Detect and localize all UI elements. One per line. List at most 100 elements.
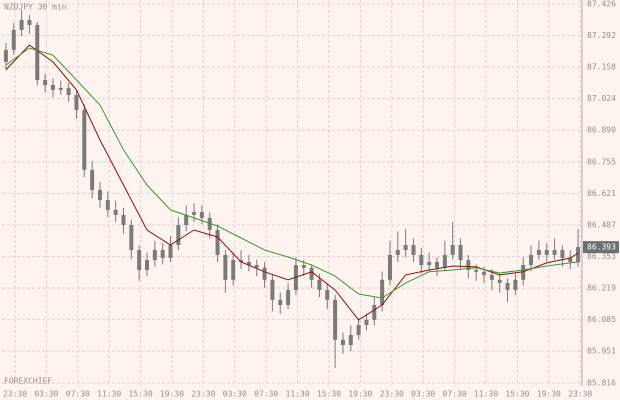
- candle-body: [568, 257, 573, 262]
- candle-body: [97, 189, 102, 201]
- candle-body: [66, 88, 71, 96]
- y-tick-label: 85.951: [587, 347, 616, 356]
- candle-body: [348, 334, 353, 346]
- candle-body: [372, 305, 377, 320]
- candle-body: [442, 254, 447, 268]
- candle-body: [223, 254, 228, 280]
- chart-title: NZDJPY 30 min: [4, 3, 67, 12]
- candle-body: [192, 212, 197, 215]
- y-tick-label: 86.755: [587, 157, 616, 166]
- labels: 87.426 87.292 87.158 87.024 86.890 86.755 86.6…: [3, 0, 619, 399]
- candle-body: [544, 249, 549, 255]
- candle-body: [466, 260, 471, 270]
- candle-body: [145, 260, 149, 270]
- candle-body: [278, 299, 283, 306]
- candle-body: [152, 249, 157, 261]
- last-price-label: 86.393: [587, 243, 616, 252]
- candle-body: [50, 84, 55, 90]
- x-tick-label: 23:30: [3, 390, 27, 399]
- y-tick-label: 86.487: [587, 221, 616, 230]
- candle-body: [199, 212, 204, 218]
- candle-body: [317, 279, 322, 290]
- x-tick-label: 15:30: [317, 390, 341, 399]
- candle-body: [380, 279, 385, 306]
- candle-body: [11, 29, 16, 50]
- candle-body: [552, 249, 557, 255]
- candle-body: [489, 274, 494, 280]
- x-tick-label: 23:30: [380, 390, 404, 399]
- x-tick-label: 07:30: [66, 390, 90, 399]
- moving-average-line: [5, 47, 579, 299]
- candle-body: [505, 282, 510, 290]
- x-tick-label: 15:30: [505, 390, 529, 399]
- candle-body: [364, 319, 369, 326]
- candle-body: [105, 200, 110, 210]
- candle-body: [215, 229, 220, 255]
- candle-body: [207, 217, 212, 230]
- x-tick-label: 07:30: [443, 390, 467, 399]
- y-tick-label: 87.292: [587, 31, 616, 40]
- candle-body: [458, 245, 463, 261]
- y-tick-label: 87.158: [587, 63, 616, 72]
- x-tick-label: 11:30: [97, 390, 121, 399]
- candle-body: [262, 267, 267, 280]
- candle-body: [58, 88, 63, 90]
- candle-body: [129, 225, 134, 250]
- candle-body: [325, 289, 330, 300]
- y-tick-label: 86.085: [587, 315, 616, 324]
- candle-body: [497, 279, 502, 283]
- candle-body: [521, 265, 526, 280]
- y-tick-label: 87.426: [587, 0, 616, 9]
- candle-body: [474, 269, 479, 272]
- last-price-box: [583, 241, 619, 254]
- x-tick-label: 19:30: [160, 390, 184, 399]
- candle-body: [395, 249, 400, 255]
- x-tick-label: 03:30: [411, 390, 435, 399]
- x-tick-label: 19:30: [537, 390, 561, 399]
- candle-body: [427, 261, 432, 266]
- candle-body: [113, 209, 118, 215]
- candle-body: [137, 249, 142, 270]
- candle-body: [184, 214, 189, 226]
- candle-body: [254, 265, 259, 268]
- candle-body: [529, 254, 534, 266]
- candle-body: [340, 339, 345, 346]
- y-tick-label: 86.890: [587, 126, 616, 135]
- x-tick-label: 03:30: [223, 390, 247, 399]
- y-tick-label: 86.353: [587, 252, 616, 261]
- candle-body: [419, 254, 424, 266]
- candle-body: [435, 261, 439, 268]
- x-tick-label: 19:30: [348, 390, 372, 399]
- y-tick-label: 85.816: [587, 378, 616, 387]
- candle-body: [576, 247, 581, 262]
- candle-body: [301, 265, 306, 268]
- candle-body: [35, 24, 40, 81]
- candle-body: [3, 49, 8, 62]
- candle-body: [286, 289, 291, 306]
- candle-body: [309, 267, 314, 280]
- candle-body: [82, 109, 87, 170]
- x-tick-label: 15:30: [129, 390, 153, 399]
- candle-body: [536, 249, 541, 255]
- x-tick-label: 11:30: [286, 390, 310, 399]
- x-tick-label: 11:30: [474, 390, 498, 399]
- y-tick-label: 86.219: [587, 284, 616, 293]
- moving-average-line: [5, 44, 579, 321]
- candle-body: [19, 20, 24, 30]
- candle-body: [176, 225, 181, 246]
- candle-body: [43, 80, 48, 85]
- y-tick-label: 87.024: [587, 94, 616, 103]
- candle-body: [411, 245, 416, 255]
- candle-body: [403, 245, 408, 250]
- candle-body: [560, 249, 565, 258]
- candle-body: [160, 249, 165, 258]
- candle-body: [231, 260, 236, 280]
- candle-body: [387, 254, 392, 280]
- plot: [3, 10, 581, 368]
- watermark: FOREXCHIEF: [4, 377, 52, 386]
- candle-body: [513, 279, 518, 290]
- x-tick-label: 03:30: [34, 390, 58, 399]
